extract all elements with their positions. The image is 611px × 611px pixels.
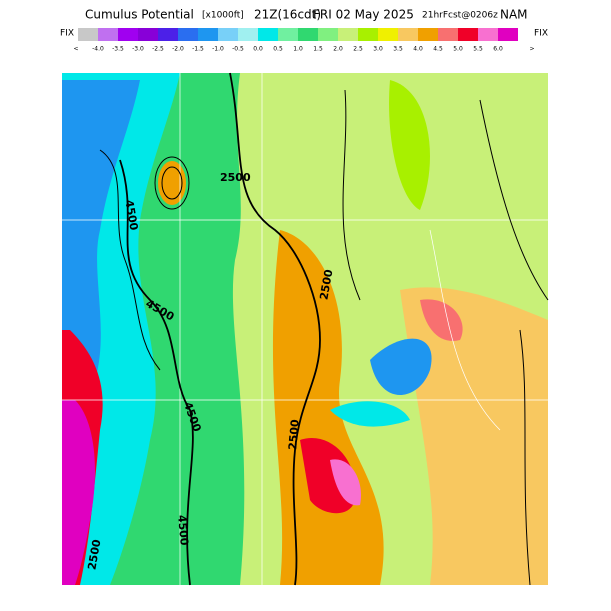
legend-label: 3.0 bbox=[373, 46, 383, 53]
legend-label: -1.5 bbox=[192, 46, 204, 53]
forecast: 21hrFcst@0206z bbox=[422, 11, 498, 21]
legend-label: 3.5 bbox=[393, 46, 403, 53]
model: NAM bbox=[500, 8, 528, 22]
region-blue bbox=[62, 80, 140, 380]
legend-swatch bbox=[178, 28, 198, 41]
legend: < -4.0 -3.5 -3.0 -2.5 -2.0 -1.5 -1.0 -0.5 0.0 0.5 1… bbox=[73, 28, 535, 53]
legend-swatch bbox=[318, 28, 338, 41]
region-salmon bbox=[420, 299, 463, 341]
legend-label: 0.5 bbox=[273, 46, 283, 53]
legend-swatch bbox=[78, 28, 98, 41]
region-lake bbox=[370, 338, 432, 395]
map bbox=[62, 72, 549, 586]
legend-label: -0.5 bbox=[232, 46, 244, 53]
contour-label: 2500 bbox=[85, 538, 103, 571]
legend-label: 6.0 bbox=[493, 46, 503, 53]
legend-swatch bbox=[398, 28, 418, 41]
legend-swatch bbox=[478, 28, 498, 41]
region-pink bbox=[330, 459, 361, 506]
contour-label: 2500 bbox=[220, 171, 251, 184]
fix-right: FIX bbox=[534, 29, 548, 39]
legend-swatch bbox=[418, 28, 438, 41]
legend-label: 1.0 bbox=[293, 46, 303, 53]
region-cyan-east bbox=[330, 401, 410, 427]
legend-swatch bbox=[98, 28, 118, 41]
legend-label: -2.0 bbox=[172, 46, 184, 53]
legend-swatch bbox=[238, 28, 258, 41]
valid-time: 21Z(16cdt) bbox=[254, 8, 321, 22]
region-magenta-west bbox=[62, 400, 95, 585]
legend-label: -3.0 bbox=[132, 46, 144, 53]
legend-label: 5.0 bbox=[453, 46, 463, 53]
region-lightorange bbox=[400, 287, 548, 585]
legend-label: -1.0 bbox=[212, 46, 224, 53]
legend-swatch bbox=[378, 28, 398, 41]
contour-label: 4500 bbox=[175, 514, 191, 546]
legend-label: 5.5 bbox=[473, 46, 483, 53]
contour-label: 4500 bbox=[122, 199, 140, 232]
legend-label: -4.0 bbox=[92, 46, 104, 53]
fix-left: FIX bbox=[60, 29, 74, 39]
title: Cumulus Potential bbox=[85, 8, 194, 22]
legend-swatch bbox=[138, 28, 158, 41]
legend-swatch bbox=[278, 28, 298, 41]
legend-label: 2.5 bbox=[353, 46, 363, 53]
contour-label: 2500 bbox=[317, 268, 335, 301]
legend-label: 2.0 bbox=[333, 46, 343, 53]
legend-under: < bbox=[73, 46, 78, 53]
legend-swatch bbox=[218, 28, 238, 41]
legend-swatch bbox=[438, 28, 458, 41]
legend-label: 0.0 bbox=[253, 46, 263, 53]
legend-swatch bbox=[258, 28, 278, 41]
legend-swatch bbox=[158, 28, 178, 41]
legend-over: > bbox=[529, 46, 534, 53]
legend-swatch bbox=[298, 28, 318, 41]
legend-swatch bbox=[358, 28, 378, 41]
legend-label: 1.5 bbox=[313, 46, 323, 53]
legend-label: 4.0 bbox=[413, 46, 423, 53]
legend-swatch bbox=[338, 28, 358, 41]
legend-swatch bbox=[198, 28, 218, 41]
legend-swatch bbox=[458, 28, 478, 41]
legend-label: 4.5 bbox=[433, 46, 443, 53]
legend-swatch bbox=[118, 28, 138, 41]
legend-label: -2.5 bbox=[152, 46, 164, 53]
region-yg bbox=[389, 80, 430, 210]
contour-label: 2500 bbox=[286, 419, 302, 451]
date: FRI 02 May 2025 bbox=[313, 8, 414, 22]
legend-label: -3.5 bbox=[112, 46, 124, 53]
units: [x1000ft] bbox=[202, 11, 244, 21]
contour-labels: 2500 2500 2500 4500 4500 4500 4500 2500 bbox=[85, 171, 335, 571]
legend-swatch bbox=[498, 28, 518, 41]
